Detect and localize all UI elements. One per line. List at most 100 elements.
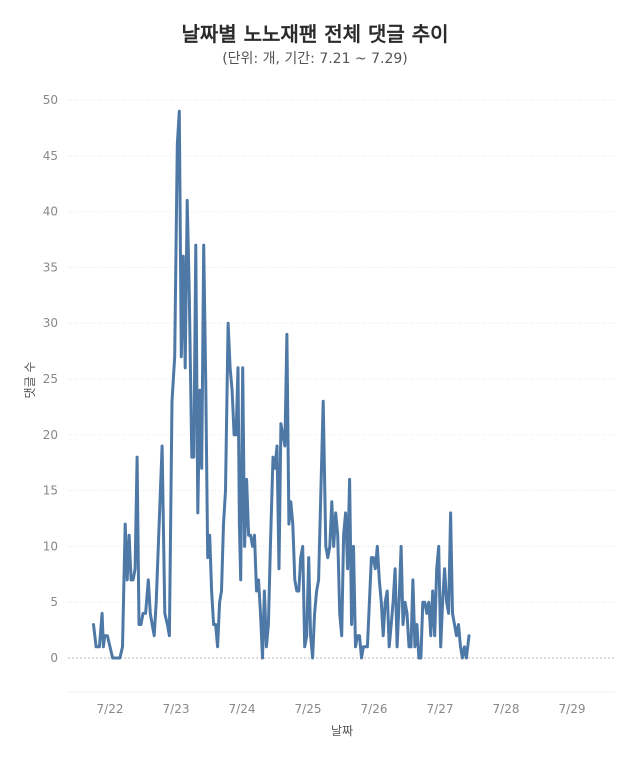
data-point (283, 445, 286, 448)
data-point (194, 244, 197, 247)
data-point (378, 578, 381, 581)
data-point (334, 511, 337, 514)
data-point (121, 645, 124, 648)
data-point (419, 657, 422, 660)
data-point (214, 623, 217, 626)
data-point (468, 634, 471, 637)
data-point (358, 634, 361, 637)
data-point (340, 634, 343, 637)
data-point (92, 623, 95, 626)
data-point (224, 489, 227, 492)
data-point (196, 511, 199, 514)
data-point (202, 244, 205, 247)
data-point (402, 623, 405, 626)
data-point (453, 623, 456, 626)
data-point (103, 634, 106, 637)
data-point (118, 657, 121, 660)
data-point (216, 645, 219, 648)
data-point (163, 612, 166, 615)
x-tick-label: 7/25 (295, 702, 322, 716)
data-point (136, 456, 139, 459)
data-point (427, 601, 430, 604)
data-point (206, 556, 209, 559)
data-point (238, 523, 241, 526)
data-point (276, 445, 279, 448)
data-point (269, 545, 272, 548)
y-tick-label: 30 (43, 316, 58, 330)
data-point (166, 623, 169, 626)
data-point (109, 645, 112, 648)
data-point (134, 567, 137, 570)
data-point (171, 400, 174, 403)
data-point (338, 612, 341, 615)
data-point (126, 578, 129, 581)
data-point (463, 645, 466, 648)
data-point (411, 578, 414, 581)
data-point (208, 534, 211, 537)
series-line-0 (92, 109, 471, 660)
data-point (285, 333, 288, 336)
data-point (324, 545, 327, 548)
data-point (400, 545, 403, 548)
data-point (220, 590, 223, 593)
y-tick-label: 35 (43, 260, 58, 274)
data-point (455, 634, 458, 637)
data-point (374, 567, 377, 570)
data-point (253, 534, 256, 537)
x-axis-ticks: 7/22 7/23 7/24 7/25 7/26 7/27 7/28 7/29 (97, 702, 586, 716)
data-point (261, 657, 264, 660)
data-point (144, 612, 147, 615)
x-tick-label: 7/29 (559, 702, 586, 716)
data-point (210, 590, 213, 593)
data-point (410, 645, 413, 648)
data-point (313, 612, 316, 615)
x-tick-label: 7/23 (163, 702, 190, 716)
data-point (149, 612, 152, 615)
data-point (281, 433, 284, 436)
data-point (95, 645, 98, 648)
data-point (406, 612, 409, 615)
data-point (279, 422, 282, 425)
data-point (360, 657, 363, 660)
data-point (352, 545, 355, 548)
data-point (372, 556, 375, 559)
data-point (437, 545, 440, 548)
data-point (392, 601, 395, 604)
data-point (303, 645, 306, 648)
y-tick-label: 5 (50, 595, 58, 609)
data-point (102, 645, 105, 648)
data-point (380, 601, 383, 604)
data-point (249, 534, 252, 537)
data-point (153, 634, 156, 637)
data-point (398, 601, 401, 604)
data-point (317, 578, 320, 581)
data-point (366, 645, 369, 648)
data-point (274, 467, 277, 470)
y-tick-label: 0 (50, 651, 58, 665)
data-point (265, 645, 268, 648)
y-tick-label: 25 (43, 372, 58, 386)
data-point (289, 500, 292, 503)
chart-title: 날짜별 노노재팬 전체 댓글 추이 (181, 22, 449, 46)
data-point (305, 634, 308, 637)
data-point (291, 523, 294, 526)
data-point (182, 255, 185, 258)
data-point (188, 288, 191, 291)
x-tick-label: 7/27 (427, 702, 454, 716)
data-point (451, 612, 454, 615)
data-point (459, 645, 462, 648)
data-point (255, 590, 258, 593)
data-point (445, 601, 448, 604)
y-axis-label: 댓글 수 (23, 362, 37, 399)
data-point (147, 578, 150, 581)
data-point (443, 567, 446, 570)
data-point (151, 623, 154, 626)
y-tick-label: 10 (43, 539, 58, 553)
chart-subtitle: (단위: 개, 기간: 7.21 ~ 7.29) (222, 51, 408, 67)
data-point (278, 567, 281, 570)
y-tick-label: 20 (43, 428, 58, 442)
data-point (140, 623, 143, 626)
data-point (415, 623, 418, 626)
data-point (168, 634, 171, 637)
